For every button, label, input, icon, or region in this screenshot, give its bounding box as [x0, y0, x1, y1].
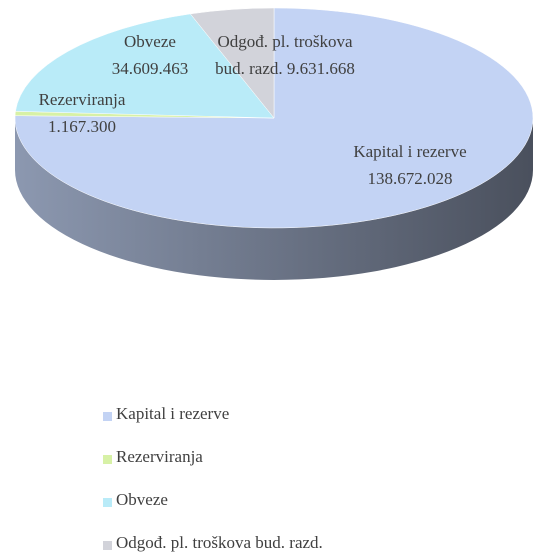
label-name: Kapital i rezerve	[353, 142, 467, 161]
label-name: Obveze	[124, 32, 176, 51]
label-name: Rezerviranja	[38, 90, 126, 109]
legend-swatch	[103, 455, 112, 464]
legend-item: Obveze	[103, 490, 323, 533]
pie	[14, 7, 534, 280]
data-label: Kapital i rezerve 138.672.028	[345, 138, 475, 192]
legend-label: Rezerviranja	[116, 447, 203, 466]
slice-side	[15, 118, 533, 280]
slice	[15, 13, 275, 119]
label-name: Odgođ. pl. troškova bud. razd.	[215, 32, 353, 78]
label-value: 9.631.668	[286, 59, 355, 78]
legend-swatch	[103, 498, 112, 507]
legend-item: Kapital i rezerve	[103, 404, 323, 447]
legend-item: Rezerviranja	[103, 447, 323, 490]
legend-swatch	[103, 412, 112, 421]
data-label: Rezerviranja 1.167.300	[27, 86, 137, 140]
slice	[189, 7, 275, 119]
slice	[14, 7, 534, 229]
label-value: 1.167.300	[48, 117, 116, 136]
label-value: 34.609.463	[111, 59, 189, 78]
legend-swatch	[103, 541, 112, 550]
legend: Kapital i rezerve Rezerviranja Obveze Odgođ…	[103, 404, 323, 556]
legend-label: Obveze	[116, 490, 168, 509]
label-value: 138.672.028	[367, 169, 453, 188]
data-label: Odgođ. pl. troškova bud. razd. 9.631.668	[210, 28, 360, 82]
legend-label: Kapital i rezerve	[116, 404, 230, 423]
legend-label: Odgođ. pl. troškova bud. razd.	[116, 533, 323, 552]
legend-item: Odgođ. pl. troškova bud. razd.	[103, 533, 323, 556]
data-label: Obveze 34.609.463	[100, 28, 200, 82]
